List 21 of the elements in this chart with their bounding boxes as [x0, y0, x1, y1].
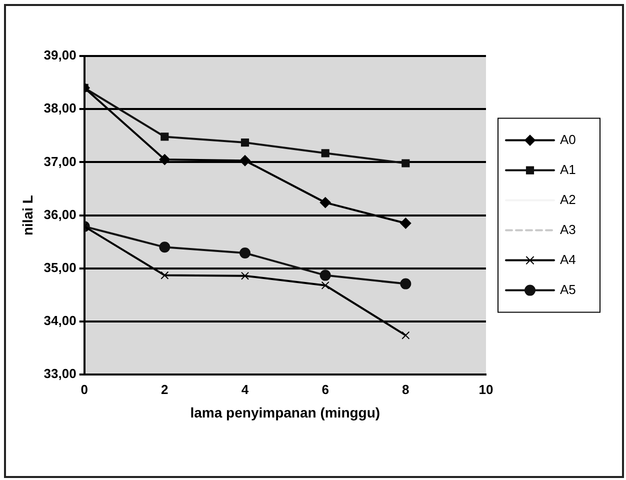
x-tick-label: 4	[241, 382, 250, 397]
legend-label: A4	[560, 252, 576, 267]
legend-label: A0	[560, 132, 576, 147]
legend-label: A5	[560, 282, 576, 297]
y-tick-label: 34,00	[44, 313, 76, 328]
y-axis-title: nilai L	[19, 194, 36, 236]
y-tick-label: 33,00	[44, 366, 76, 382]
x-tick-label: 6	[322, 382, 329, 397]
legend-label: A2	[560, 192, 576, 207]
y-tick-label: 36,00	[44, 206, 76, 222]
y-tick-label: 39,00	[44, 48, 76, 63]
y-tick-label: 38,00	[44, 100, 76, 116]
legend-label: A1	[560, 162, 576, 177]
y-tick-label: 35,00	[44, 260, 76, 275]
x-tick-label: 0	[80, 382, 88, 397]
x-tick-label: 8	[402, 382, 410, 397]
x-tick-label: 10	[478, 382, 494, 397]
legend-label: A3	[560, 222, 576, 237]
x-axis-title: lama penyimpanan (minggu)	[190, 404, 380, 420]
x-tick-label: 2	[161, 382, 168, 397]
y-tick-label: 37,00	[44, 154, 76, 169]
